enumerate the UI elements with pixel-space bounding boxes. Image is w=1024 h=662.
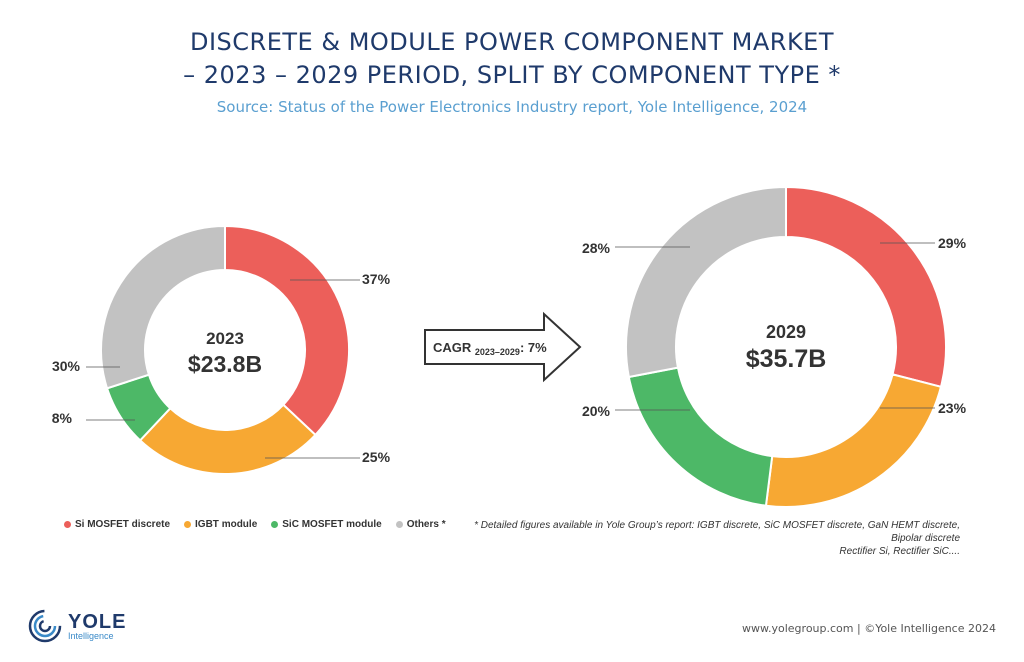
cagr-prefix: CAGR xyxy=(433,340,475,355)
legend-label-igbt: IGBT module xyxy=(195,519,258,530)
cagr-arrow-shape xyxy=(424,311,582,383)
value-label-sic-mosfet-2029: 20% xyxy=(582,403,611,419)
chart-title-line-2: – 2023 – 2029 PERIOD, SPLIT BY COMPONENT… xyxy=(183,61,841,89)
legend-swatch-others xyxy=(395,521,403,528)
legend-label-others: Others * xyxy=(406,519,446,530)
legend-item-others: Others * xyxy=(395,519,446,530)
slice-igbt-2029 xyxy=(764,373,943,508)
footnote-line-3: Rectifier Si, Rectifier SiC.... xyxy=(839,546,960,557)
copyright-text: www.yolegroup.com | ©Yole Intelligence 2… xyxy=(742,622,996,635)
value-label-others-2029: 28% xyxy=(582,240,611,256)
logo-name: YOLE xyxy=(68,610,127,633)
donut-chart-2023: 37% 25% 8% 30% 2023 $23.8B xyxy=(52,224,391,475)
legend-label-sic-mosfet: SiC MOSFET module xyxy=(282,519,382,530)
donut-chart-2029: 29% 23% 20% 28% 2029 $35.7B xyxy=(582,185,967,508)
chart-subtitle: Source: Status of the Power Electronics … xyxy=(216,98,808,116)
value-label-si-mosfet-2029: 29% xyxy=(938,235,967,251)
slice-sic-mosfet-2029 xyxy=(627,366,774,507)
chart-legend: Si MOSFET discrete IGBT module SiC MOSFE… xyxy=(64,519,446,530)
slice-si-mosfet-2029 xyxy=(785,185,947,389)
center-year-2029: 2029 xyxy=(766,322,806,342)
slice-si-mosfet-2023 xyxy=(224,224,350,437)
legend-swatch-igbt xyxy=(184,521,192,528)
legend-swatch-si-mosfet xyxy=(64,521,71,528)
slice-others-2029 xyxy=(625,185,787,379)
center-total-2029: $35.7B xyxy=(746,345,827,373)
value-label-igbt-2029: 23% xyxy=(938,400,967,416)
legend-item-igbt: IGBT module xyxy=(184,519,257,530)
slice-others-2023 xyxy=(100,224,226,390)
cagr-period: 2023–2029 xyxy=(475,347,520,357)
chart-title-line-1: DISCRETE & MODULE POWER COMPONENT MARKET xyxy=(190,28,834,56)
yole-logo-icon xyxy=(28,609,62,643)
legend-item-sic-mosfet: SiC MOSFET module xyxy=(271,519,382,530)
value-label-igbt-2023: 25% xyxy=(362,449,391,465)
footnote-line-2: Bipolar discrete xyxy=(891,533,960,544)
center-year-2023: 2023 xyxy=(206,329,244,348)
yole-logo[interactable]: YOLE Intelligence xyxy=(28,609,126,643)
legend-item-si-mosfet: Si MOSFET discrete xyxy=(64,519,170,530)
value-label-si-mosfet-2023: 37% xyxy=(362,271,391,287)
footnote: * Detailed figures available in Yole Gro… xyxy=(440,519,960,558)
cagr-arrow: CAGR 2023–2029: 7% xyxy=(424,311,582,383)
value-label-sic-mosfet-2023: 8% xyxy=(52,410,73,426)
cagr-value: : 7% xyxy=(520,340,547,355)
footnote-line-1: * Detailed figures available in Yole Gro… xyxy=(474,520,960,531)
cagr-label: CAGR 2023–2029: 7% xyxy=(433,340,547,357)
legend-swatch-sic-mosfet xyxy=(271,521,279,528)
value-label-others-2023: 30% xyxy=(52,358,81,374)
center-total-2023: $23.8B xyxy=(188,351,262,377)
legend-label-si-mosfet: Si MOSFET discrete xyxy=(75,519,171,530)
logo-subtitle: Intelligence xyxy=(68,630,114,641)
slice-igbt-2023 xyxy=(138,403,317,475)
